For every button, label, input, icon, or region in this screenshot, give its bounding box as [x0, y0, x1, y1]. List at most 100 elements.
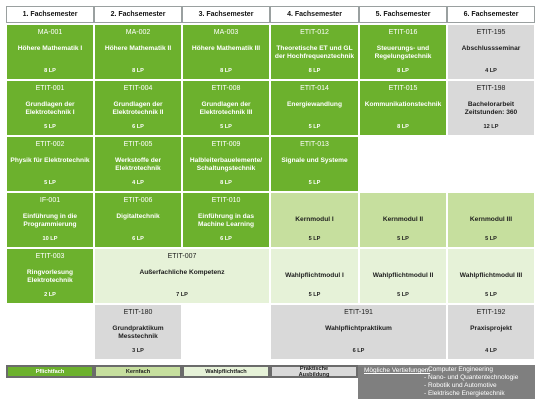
module-credits: 6 LP: [132, 236, 144, 242]
module-ma002: MA-002 Höhere Mathematik II 8 LP: [94, 24, 182, 80]
module-etit008: ETIT-008 Grundlagen der Elektrotechnik II…: [182, 80, 270, 136]
vertiefungen-list: - Computer Engineering - Nano- und Quant…: [424, 366, 518, 398]
module-etit014: ETIT-014 Energiewandlung 5 LP: [270, 80, 359, 136]
module-etit180: ETIT-180 Grundpraktikum Messtechnik 3 LP: [94, 304, 182, 360]
module-etit015: ETIT-015 Kommunikationstechnik 8 LP: [359, 80, 447, 136]
module-code: ETIT-015: [388, 85, 418, 92]
module-etit012: ETIT-012 Theoretische ET und GL der Hochf…: [270, 24, 359, 80]
module-wp1: Wahlpflichtmodul I 5 LP: [270, 248, 359, 304]
vertiefungen-box: Mögliche Vertiefungen: - Computer Engine…: [358, 365, 535, 399]
module-code: ETIT-002: [35, 141, 65, 148]
module-etit006: ETIT-006 Digitaltechnik 6 LP: [94, 192, 182, 248]
module-wp3: Wahlpflichtmodul III 5 LP: [447, 248, 535, 304]
module-title: Bachelorarbeit Zeitstunden: 360: [464, 101, 518, 116]
module-ma001: MA-001 Höhere Mathematik I 8 LP: [6, 24, 94, 80]
module-wp2: Wahlpflichtmodul II 5 LP: [359, 248, 447, 304]
module-credits: 10 LP: [42, 236, 58, 242]
module-credits: 8 LP: [397, 68, 409, 74]
module-title: Ringvorlesung Elektrotechnik: [26, 269, 74, 284]
module-code: ETIT-192: [476, 309, 506, 316]
module-title: Einführung in das Machine Learning: [197, 213, 255, 228]
module-credits: 8 LP: [132, 68, 144, 74]
module-etit007: ETIT-007 Außerfachliche Kompetenz 7 LP: [94, 248, 270, 304]
semester-header: 3. Fachsemester: [182, 6, 270, 23]
module-title: Praxisprojekt: [470, 325, 512, 332]
module-credits: 5 LP: [220, 124, 232, 130]
module-title: Wahlpflichtmodul II: [372, 272, 434, 279]
module-etit192: ETIT-192 Praxisprojekt 4 LP: [447, 304, 535, 360]
semester-header: 6. Fachsemester: [447, 6, 535, 23]
module-code: ETIT-013: [300, 141, 329, 148]
module-title: Signale und Systeme: [281, 157, 348, 164]
module-code: ETIT-180: [123, 309, 153, 316]
module-code: ETIT-006: [123, 197, 153, 204]
module-code: ETIT-016: [388, 29, 418, 36]
module-code: ETIT-008: [211, 85, 241, 92]
module-title: Physik für Elektrotechnik: [10, 157, 90, 164]
module-credits: 8 LP: [220, 180, 232, 186]
module-code: ETIT-009: [211, 141, 241, 148]
module-title: Wahlpflichtmodul III: [459, 272, 523, 279]
module-title: Höhere Mathematik II: [104, 45, 172, 52]
module-etit004: ETIT-004 Grundlagen der Elektrotechnik II…: [94, 80, 182, 136]
module-code: ETIT-195: [476, 29, 506, 36]
legend-kern: Kernfach: [94, 365, 182, 378]
module-code: MA-002: [125, 29, 151, 36]
module-code: ETIT-191: [344, 309, 373, 316]
module-credits: 5 LP: [44, 180, 56, 186]
module-title: Höhere Mathematik I: [17, 45, 83, 52]
module-title: Digitaltechnik: [116, 213, 160, 220]
module-credits: 5 LP: [397, 236, 409, 242]
module-credits: 3 LP: [132, 348, 144, 354]
module-credits: 5 LP: [308, 292, 321, 298]
module-credits: 2 LP: [44, 292, 56, 298]
module-title: Theoretische ET und GL der Hochfrequenzt…: [274, 45, 355, 60]
module-title: Kernmodul III: [469, 216, 513, 223]
module-credits: 4 LP: [485, 68, 497, 74]
module-etit005: ETIT-005 Werkstoffe der Elektrotechnik 4 L…: [94, 136, 182, 192]
module-code: MA-003: [213, 29, 239, 36]
module-title: Grundpraktikum Messtechnik: [112, 325, 164, 340]
legend-pflicht: Pflichtfach: [6, 365, 94, 378]
module-title: Steuerungs- und Regelungstechnik: [374, 45, 432, 60]
module-etit195: ETIT-195 Abschlussseminar 4 LP: [447, 24, 535, 80]
module-title: Grundlagen der Elektrotechnik I: [25, 101, 75, 116]
module-code: ETIT-198: [476, 85, 506, 92]
module-code: ETIT-010: [211, 197, 241, 204]
module-etit016: ETIT-016 Steuerungs- und Regelungstechnik…: [359, 24, 447, 80]
vertiefung-item: - Nano- und Quantentechnologie: [424, 374, 519, 381]
module-code: ETIT-005: [123, 141, 153, 148]
module-etit013: ETIT-013 Signale und Systeme 5 LP: [270, 136, 359, 192]
module-title: Werkstoffe der Elektrotechnik: [114, 157, 162, 172]
module-credits: 4 LP: [132, 180, 144, 186]
legend-prak: Praktische Ausbildung: [270, 365, 358, 378]
module-km2: Kernmodul II 5 LP: [359, 192, 447, 248]
module-title: Energiewandlung: [287, 101, 342, 108]
module-etit198: ETIT-198 Bachelorarbeit Zeitstunden: 360 1…: [447, 80, 535, 136]
semester-header: 5. Fachsemester: [359, 6, 447, 23]
module-credits: 8 LP: [44, 68, 56, 74]
module-etit001: ETIT-001 Grundlagen der Elektrotechnik I 5…: [6, 80, 94, 136]
module-if001: IF-001 Einführung in die Programmierung 10…: [6, 192, 94, 248]
module-etit191: ETIT-191 Wahlpflichtpraktikum 6 LP: [270, 304, 447, 360]
module-etit002: ETIT-002 Physik für Elektrotechnik 5 LP: [6, 136, 94, 192]
module-credits: 5 LP: [44, 124, 56, 130]
module-credits: 8 LP: [308, 68, 321, 74]
module-title: Kernmodul II: [382, 216, 424, 223]
module-credits: 8 LP: [397, 124, 409, 130]
module-credits: 8 LP: [220, 68, 232, 74]
module-credits: 5 LP: [308, 236, 321, 242]
module-km1: Kernmodul I 5 LP: [270, 192, 359, 248]
legend: Pflichtfach Kernfach Wahlpflichtfach Pra…: [6, 365, 535, 399]
module-ma003: MA-003 Höhere Mathematik III 8 LP: [182, 24, 270, 80]
module-credits: 6 LP: [132, 124, 144, 130]
module-credits: 6 LP: [220, 236, 232, 242]
module-code: IF-001: [39, 197, 61, 204]
module-code: MA-001: [37, 29, 63, 36]
module-credits: 5 LP: [397, 292, 409, 298]
semester-header: 2. Fachsemester: [94, 6, 182, 23]
legend-prak-label: Praktische Ausbildung: [298, 365, 330, 378]
module-etit009: ETIT-009 Halbleiterbauelemente/ Schaltung…: [182, 136, 270, 192]
module-credits: 4 LP: [485, 348, 497, 354]
module-credits: 12 LP: [483, 124, 499, 130]
